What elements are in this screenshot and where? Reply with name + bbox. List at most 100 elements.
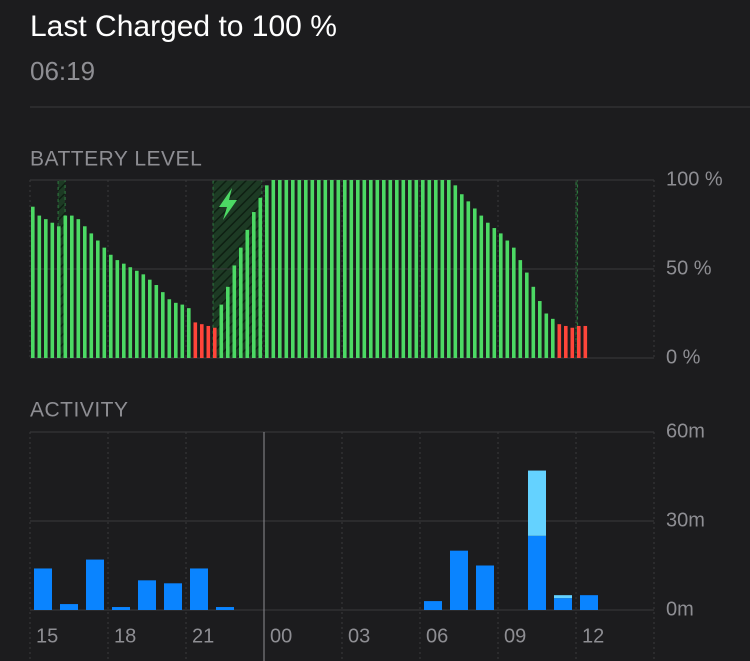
battery-bar <box>427 180 432 358</box>
battery-bar <box>226 286 230 358</box>
battery-bar <box>174 302 178 358</box>
x-tick-label: 06 <box>426 625 448 647</box>
battery-bar <box>336 180 341 358</box>
x-tick-label: 09 <box>504 625 526 647</box>
battery-bar <box>330 180 334 358</box>
battery-bar <box>135 270 139 358</box>
battery-bar <box>154 285 159 358</box>
battery-bar <box>265 185 269 358</box>
battery-bar <box>245 229 250 358</box>
battery-bar <box>583 325 588 358</box>
activity-bar <box>554 598 572 610</box>
battery-bar <box>317 180 321 358</box>
battery-bar <box>70 215 74 358</box>
battery-bar <box>278 180 282 358</box>
battery-bar <box>141 274 146 358</box>
battery-bar <box>414 180 419 358</box>
activity-bar <box>476 565 494 610</box>
battery-bar <box>479 215 484 358</box>
battery-bar <box>271 180 276 358</box>
battery-bar <box>180 304 185 358</box>
battery-bar <box>570 327 575 358</box>
y-tick-label: 50 % <box>666 257 712 279</box>
y-tick-label: 30m <box>666 509 705 531</box>
battery-bar <box>76 219 81 358</box>
activity-bar <box>190 568 208 610</box>
activity-bar <box>164 583 182 610</box>
battery-bar <box>44 219 48 358</box>
battery-bar <box>551 318 555 358</box>
battery-bar <box>297 180 302 358</box>
battery-bar <box>492 228 497 358</box>
battery-bar <box>258 197 263 358</box>
battery-bar <box>356 180 360 358</box>
battery-bar <box>375 180 380 358</box>
battery-bar <box>148 279 152 358</box>
battery-bar <box>577 325 581 358</box>
battery-bar <box>291 180 295 358</box>
battery-bar <box>96 240 100 358</box>
battery-bar <box>395 180 399 358</box>
charging-icon <box>219 188 237 220</box>
activity-bar <box>580 595 598 610</box>
battery-bar <box>161 292 165 358</box>
subtitle: 06:19 <box>30 56 95 86</box>
section-title: BATTERY LEVEL <box>30 148 202 171</box>
x-tick-label: 00 <box>270 625 292 647</box>
battery-bar <box>128 267 133 358</box>
battery-bar <box>499 233 503 358</box>
y-tick-label: 0 % <box>666 346 701 368</box>
battery-bar <box>447 180 451 358</box>
x-tick-label: 15 <box>36 625 58 647</box>
battery-bar <box>460 194 464 358</box>
activity-bar <box>554 595 572 599</box>
battery-bar <box>50 222 55 358</box>
battery-bar <box>206 325 211 358</box>
activity-bar <box>424 601 442 610</box>
battery-bar <box>304 180 308 358</box>
battery-bar <box>518 260 523 358</box>
battery-bar <box>349 180 354 358</box>
battery-bar <box>63 215 68 358</box>
x-tick-label: 03 <box>348 625 370 647</box>
y-tick-label: 60m <box>666 420 705 442</box>
activity-bar <box>528 535 546 610</box>
battery-bar <box>57 226 61 358</box>
battery-bar <box>239 247 243 358</box>
battery-bar <box>252 212 256 358</box>
battery-bar <box>453 185 458 358</box>
activity-bar <box>60 604 78 610</box>
battery-bar <box>486 222 490 358</box>
battery-bar <box>557 324 562 358</box>
battery-bar <box>505 240 510 358</box>
x-tick-label: 21 <box>192 625 214 647</box>
battery-bar <box>310 180 315 358</box>
battery-bar <box>37 215 42 358</box>
battery-bar <box>232 265 237 358</box>
battery-bar <box>89 233 94 358</box>
battery-bar <box>219 304 224 358</box>
battery-bar <box>284 180 289 358</box>
battery-bar <box>83 226 87 358</box>
battery-bar <box>408 180 412 358</box>
battery-bar <box>369 180 373 358</box>
battery-bar <box>213 327 217 358</box>
battery-bar <box>525 272 529 358</box>
battery-bar <box>362 180 367 358</box>
battery-bar <box>401 180 406 358</box>
battery-bar <box>200 324 204 358</box>
title: Last Charged to 100 % <box>30 10 337 43</box>
battery-bar <box>531 286 536 358</box>
battery-bar <box>109 254 113 358</box>
battery-bar <box>473 208 477 358</box>
battery-bar <box>102 247 107 358</box>
activity-bar <box>138 580 156 610</box>
activity-bar <box>216 607 234 610</box>
battery-bar <box>343 180 347 358</box>
battery-bar <box>544 313 549 358</box>
battery-bar <box>323 180 328 358</box>
activity-bar <box>112 607 130 610</box>
battery-bar <box>193 322 198 358</box>
battery-bar <box>466 201 471 358</box>
